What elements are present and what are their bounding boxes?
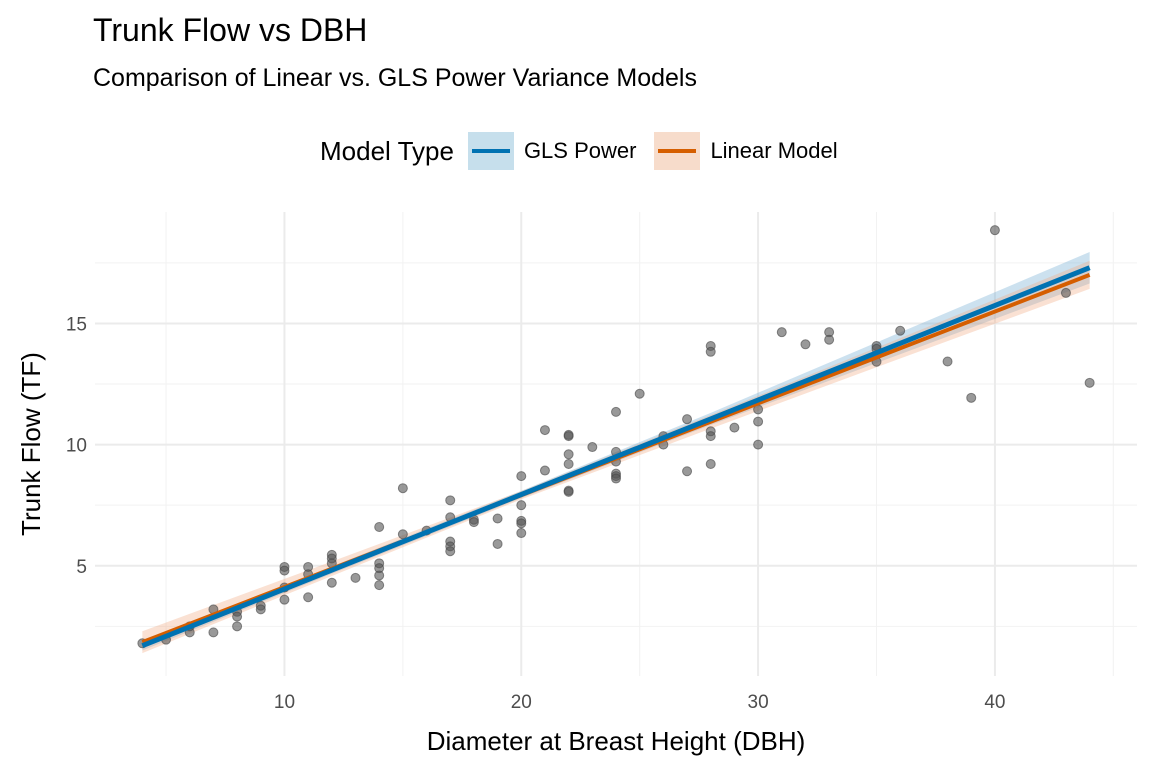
data-point (445, 495, 456, 506)
data-point (374, 521, 385, 532)
data-point (611, 406, 621, 417)
data-point (232, 611, 243, 622)
fit-line (141, 265, 1091, 649)
data-point (682, 466, 693, 477)
y-tick-label: 10 (66, 436, 87, 457)
data-point (895, 325, 906, 336)
data-point (468, 517, 479, 528)
legend: Model Type GLS Power Linear Model (320, 132, 856, 170)
data-point (587, 442, 598, 453)
data-point (279, 594, 290, 605)
data-point (1060, 287, 1071, 298)
data-point (753, 416, 764, 427)
data-point (492, 513, 503, 524)
x-tick-label: 30 (748, 692, 769, 713)
data-point (989, 225, 1000, 236)
data-point (516, 518, 527, 529)
data-point (326, 577, 337, 588)
data-point (208, 627, 219, 638)
legend-key-gls (467, 132, 514, 170)
data-point (729, 422, 740, 433)
data-point (634, 388, 645, 399)
x-tick-label: 10 (274, 692, 295, 713)
legend-label-gls: GLS Power (523, 138, 637, 163)
y-tick-label: 5 (76, 557, 87, 578)
legend-label-linear: Linear Model (710, 138, 838, 163)
data-point (539, 465, 550, 476)
data-point (492, 538, 503, 549)
x-tick-label: 20 (511, 692, 532, 713)
data-point (611, 473, 621, 484)
chart-title: Trunk Flow vs DBH (93, 12, 368, 48)
data-point (516, 471, 527, 482)
data-point (397, 483, 408, 494)
y-tick-label: 15 (66, 314, 87, 335)
data-point (966, 392, 977, 403)
data-point (705, 346, 716, 357)
data-point (397, 529, 408, 540)
data-point (753, 439, 764, 450)
x-axis-title: Diameter at Breast Height (DBH) (427, 726, 806, 756)
chart-subtitle: Comparison of Linear vs. GLS Power Varia… (93, 64, 697, 92)
data-point (539, 425, 550, 436)
data-point (279, 565, 290, 576)
data-point (563, 486, 574, 497)
x-tick-label: 40 (984, 692, 1005, 713)
data-point (705, 458, 716, 469)
data-point (445, 546, 456, 557)
data-point (682, 414, 693, 425)
data-point (516, 528, 527, 539)
data-point (705, 431, 716, 442)
data-point (255, 604, 266, 615)
y-axis-title: Trunk Flow (TF) (16, 352, 46, 536)
data-point (824, 334, 835, 345)
data-point (800, 339, 811, 350)
data-point (232, 621, 243, 632)
data-point (563, 458, 574, 469)
data-point (563, 449, 574, 460)
data-point (516, 500, 527, 511)
legend-key-linear (654, 132, 701, 170)
data-point (374, 580, 385, 591)
data-point (942, 356, 953, 367)
data-point (563, 431, 574, 442)
data-point (776, 327, 787, 338)
data-point (350, 572, 361, 583)
data-point (374, 570, 385, 581)
data-point (303, 592, 314, 603)
legend-title: Model Type (320, 135, 454, 166)
data-point (1084, 377, 1095, 388)
